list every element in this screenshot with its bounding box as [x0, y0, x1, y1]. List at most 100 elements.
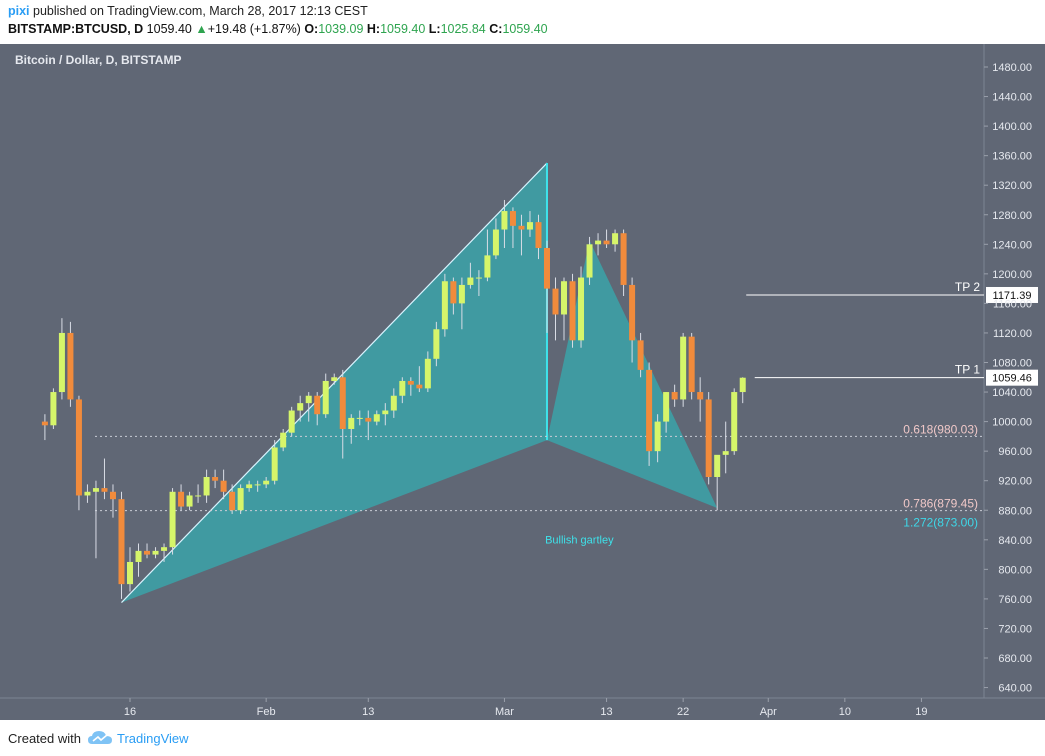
- candle-body: [75, 399, 82, 496]
- price-tick-label: 640.00: [998, 683, 1032, 695]
- candle-body: [722, 451, 729, 455]
- candle-body: [356, 417, 363, 419]
- target-lines: TP 2 1171.39 TP 1 1059.46: [746, 280, 1038, 386]
- candle-body: [186, 495, 193, 507]
- candle-body: [161, 547, 168, 551]
- candle-body: [569, 281, 576, 341]
- pattern-bcd-triangle[interactable]: [546, 240, 718, 509]
- candle-body: [305, 395, 312, 404]
- tradingview-cloud-icon: [88, 731, 112, 744]
- candle-body: [654, 421, 661, 452]
- candle-body: [178, 491, 185, 507]
- time-tick-label: 13: [362, 706, 374, 718]
- candles: [41, 199, 746, 599]
- candle-body: [484, 255, 491, 278]
- candle-body: [595, 240, 602, 245]
- chart-area[interactable]: Bullish gartley 0.618(980.03) 0.786(879.4…: [0, 44, 1045, 720]
- candle-body: [382, 410, 389, 415]
- time-axis-labels: 16 Feb 13 Mar 13 22 Apr 10 19: [124, 698, 928, 718]
- time-tick-label: Feb: [257, 706, 276, 718]
- fib-levels: 0.618(980.03) 0.786(879.45) 1.272(873.00): [95, 422, 984, 530]
- target-price-tag: [986, 286, 1038, 303]
- candle-body: [399, 380, 406, 396]
- candle-body: [50, 392, 57, 426]
- target-price-value: 1059.46: [992, 373, 1032, 385]
- candle-body: [586, 244, 593, 278]
- candle-body: [390, 395, 397, 411]
- time-tick-label: Mar: [495, 706, 514, 718]
- candle-body: [501, 211, 508, 230]
- candle-body: [671, 392, 678, 400]
- target-label: TP 1: [955, 363, 980, 377]
- candle-body: [365, 417, 372, 422]
- price-tick-label: 1000.00: [992, 417, 1032, 429]
- candle-body: [92, 488, 99, 492]
- candle-body: [373, 414, 380, 422]
- candle-body: [407, 380, 414, 385]
- candle-body: [195, 495, 202, 497]
- candle-body: [731, 392, 738, 452]
- published-text: published on TradingView.com, March 28, …: [29, 4, 368, 18]
- price-axis-labels: 640.00 680.00 720.00 760.00 800.00 840.00 880.…: [984, 62, 1032, 695]
- price-tick-label: 1200.00: [992, 269, 1032, 281]
- pattern-label: Bullish gartley: [545, 534, 614, 546]
- candle-body: [322, 380, 329, 415]
- fib-level-label: 1.272(873.00): [903, 516, 978, 530]
- candle-body: [688, 336, 695, 393]
- candle-body: [492, 229, 499, 256]
- candle-body: [475, 277, 482, 279]
- close-value: 1059.40: [502, 22, 548, 36]
- candle-body: [739, 377, 746, 393]
- price-tick-label: 680.00: [998, 653, 1032, 665]
- price-tick-label: 1160.00: [993, 298, 1032, 310]
- candle-body: [433, 329, 440, 359]
- author-name[interactable]: pixi: [8, 4, 30, 18]
- candle-body: [543, 247, 550, 289]
- price-tick-label: 960.00: [998, 446, 1032, 458]
- price-tick-label: 1280.00: [992, 210, 1032, 222]
- candle-body: [212, 477, 219, 481]
- time-tick-label: 13: [600, 706, 612, 718]
- last-price: 1059.40: [146, 22, 192, 36]
- time-tick-label: Apr: [760, 706, 777, 718]
- candle-body: [450, 281, 457, 304]
- candle-body: [254, 484, 261, 486]
- price-tick-label: 720.00: [998, 623, 1032, 635]
- candle-body: [339, 377, 346, 429]
- low-label: L:: [428, 22, 441, 36]
- target-label: TP 2: [955, 280, 980, 294]
- price-tick-label: 840.00: [998, 535, 1032, 547]
- publish-info: pixi published on TradingView.com, March…: [8, 4, 368, 18]
- candle-body: [331, 377, 338, 381]
- candle-body: [280, 432, 287, 448]
- candle-body: [118, 499, 125, 585]
- candle-body: [714, 454, 721, 478]
- candle-body: [271, 447, 278, 481]
- candle-body: [348, 417, 355, 429]
- candle-body: [705, 399, 712, 478]
- price-chart[interactable]: Bullish gartley 0.618(980.03) 0.786(879.4…: [0, 44, 1045, 720]
- candle-body: [288, 410, 295, 433]
- low-value: 1025.84: [440, 22, 486, 36]
- price-tick-label: 1440.00: [992, 92, 1032, 104]
- candle-body: [629, 284, 636, 341]
- fib-level-label: 0.786(879.45): [903, 497, 978, 511]
- tradingview-link[interactable]: TradingView: [117, 731, 189, 746]
- candle-body: [101, 488, 108, 492]
- candle-body: [612, 233, 619, 245]
- candle-body: [458, 284, 465, 304]
- price-tick-label: 1040.00: [992, 387, 1032, 399]
- chart-header: pixi published on TradingView.com, March…: [0, 0, 1045, 44]
- symbol-label: BITSTAMP:BTCUSD, D: [8, 22, 144, 36]
- candle-body: [237, 488, 244, 511]
- candle-body: [203, 477, 210, 496]
- candle-body: [441, 281, 448, 330]
- candle-body: [535, 222, 542, 248]
- candle-body: [67, 332, 74, 400]
- candle-body: [697, 392, 704, 400]
- fib-level-label: 0.618(980.03): [903, 422, 978, 436]
- price-tick-label: 920.00: [998, 476, 1032, 488]
- high-value: 1059.40: [380, 22, 426, 36]
- close-label: C:: [489, 22, 503, 36]
- time-tick-label: 16: [124, 706, 136, 718]
